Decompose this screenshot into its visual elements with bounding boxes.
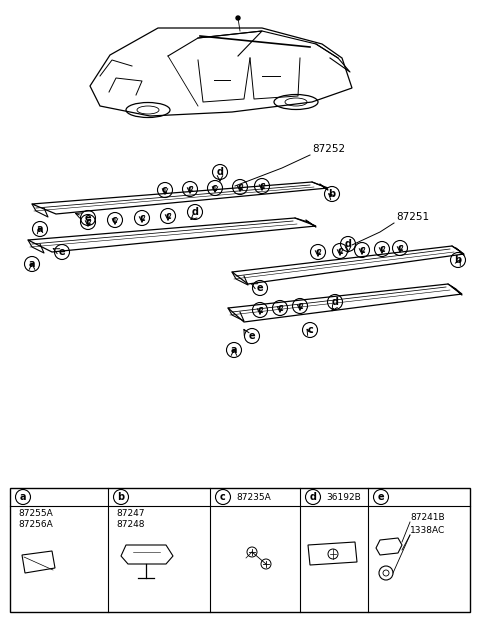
- Text: d: d: [216, 167, 224, 177]
- Text: a: a: [20, 492, 26, 502]
- Text: c: c: [212, 183, 218, 193]
- Circle shape: [236, 16, 240, 20]
- Text: b: b: [328, 189, 336, 199]
- Text: 87247: 87247: [116, 509, 144, 518]
- Text: c: c: [139, 213, 145, 223]
- Text: c: c: [187, 184, 193, 194]
- Text: c: c: [379, 244, 385, 254]
- Text: e: e: [249, 331, 255, 341]
- Text: e: e: [257, 283, 264, 293]
- Text: 87255A: 87255A: [18, 509, 53, 518]
- Text: c: c: [337, 246, 343, 256]
- Text: d: d: [345, 239, 351, 249]
- Text: c: c: [397, 243, 403, 253]
- Text: 87251: 87251: [396, 212, 429, 222]
- Text: c: c: [297, 301, 303, 311]
- Text: c: c: [162, 185, 168, 195]
- Text: c: c: [315, 247, 321, 257]
- Text: c: c: [307, 325, 313, 335]
- Text: c: c: [259, 181, 265, 191]
- Text: 87252: 87252: [312, 144, 345, 154]
- Text: b: b: [118, 492, 125, 502]
- Text: a: a: [231, 345, 237, 355]
- Text: 87235A: 87235A: [236, 493, 271, 501]
- Text: c: c: [277, 303, 283, 313]
- Text: c: c: [257, 305, 263, 315]
- Text: c: c: [165, 211, 171, 221]
- Text: 87248: 87248: [116, 520, 144, 529]
- Text: e: e: [59, 247, 65, 257]
- Text: c: c: [237, 182, 243, 192]
- Text: 36192B: 36192B: [326, 493, 361, 501]
- Text: a: a: [37, 224, 43, 234]
- Text: 1338AC: 1338AC: [410, 526, 445, 535]
- Bar: [10, 488, 470, 612]
- Text: 87241B: 87241B: [410, 513, 444, 522]
- Text: d: d: [310, 492, 316, 502]
- Text: c: c: [112, 215, 118, 225]
- Text: d: d: [332, 297, 338, 307]
- Text: 87256A: 87256A: [18, 520, 53, 529]
- Text: c: c: [220, 492, 226, 502]
- Text: c: c: [85, 217, 91, 227]
- Text: c: c: [359, 245, 365, 255]
- Text: e: e: [84, 213, 91, 223]
- Text: d: d: [192, 207, 199, 217]
- Text: a: a: [29, 259, 35, 269]
- Text: e: e: [378, 492, 384, 502]
- Text: b: b: [455, 255, 462, 265]
